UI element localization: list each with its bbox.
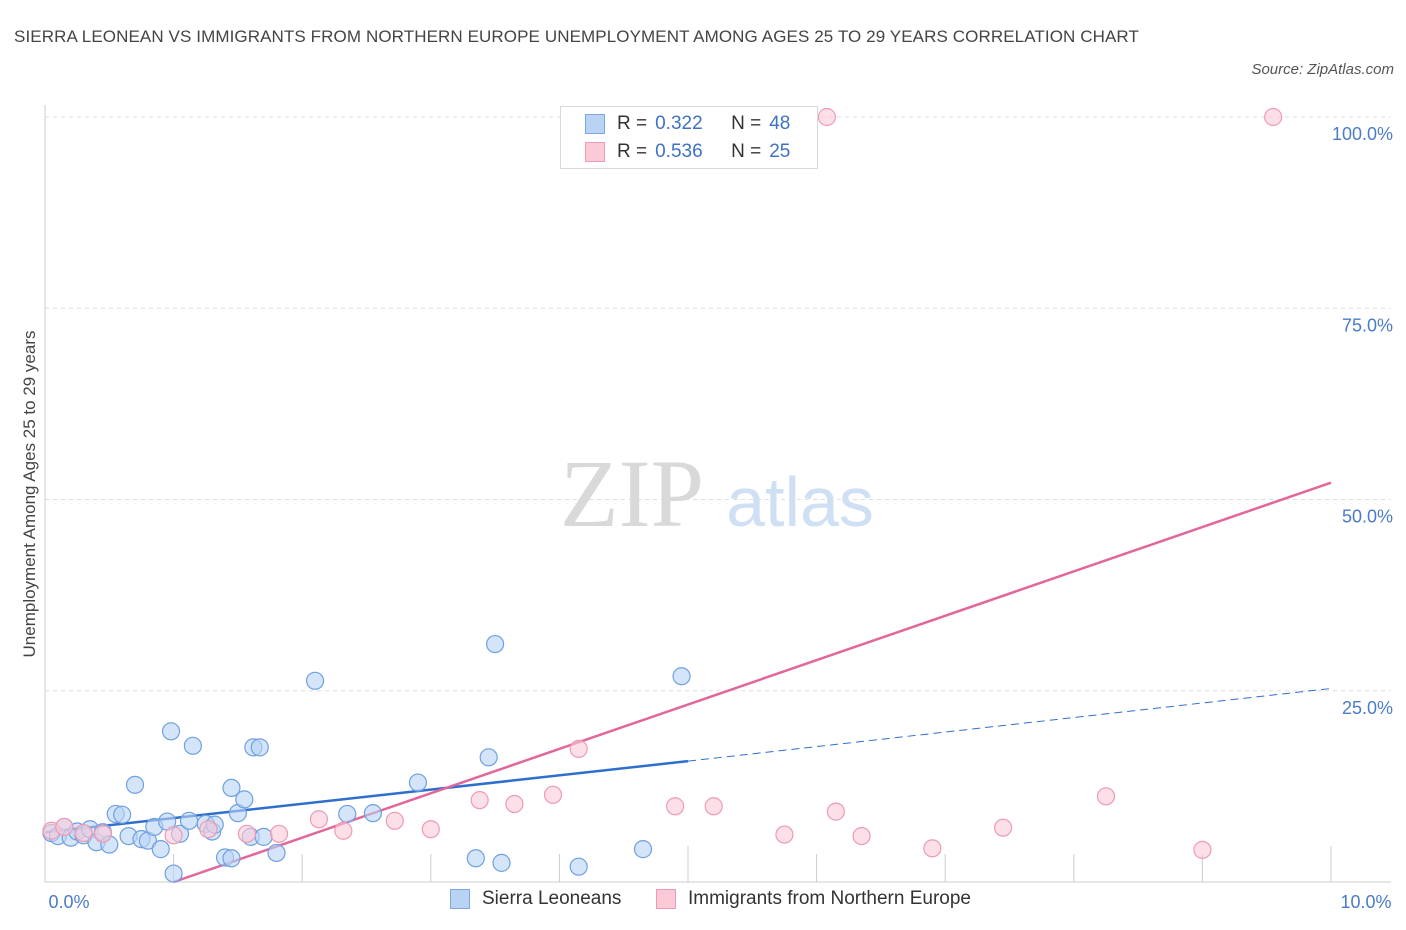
point-northern-europe <box>775 825 794 844</box>
tick-labels: 100.0% 75.0% 50.0% 25.0% 0.0% 10.0% <box>48 124 1393 912</box>
series-legend: Sierra Leoneans Immigrants from Northern… <box>0 888 1406 916</box>
point-sierra-leonean <box>125 775 145 794</box>
legend-n-label: N = <box>731 113 762 134</box>
legend-r-label: R = <box>617 141 648 162</box>
gridlines <box>45 116 1391 692</box>
point-northern-europe <box>385 811 404 830</box>
point-northern-europe <box>704 797 723 816</box>
point-sierra-leonean <box>338 804 357 824</box>
point-sierra-leonean <box>161 722 181 741</box>
point-sierra-leonean <box>466 849 485 868</box>
legend-row-northern-europe: R = 0.536 N = 25 <box>585 139 790 165</box>
axes <box>44 105 1391 883</box>
legend-n-label: N = <box>731 141 762 162</box>
data-points <box>42 107 1283 883</box>
point-northern-europe <box>309 810 329 829</box>
series-legend-label: Sierra Leoneans <box>482 888 622 909</box>
point-northern-europe <box>74 823 93 843</box>
y-tick-label: 25.0% <box>1342 698 1393 718</box>
trend-line-sierra-leoneans <box>44 759 689 834</box>
point-sierra-leonean <box>250 738 269 757</box>
point-northern-europe <box>164 826 183 845</box>
point-sierra-leonean <box>222 778 241 798</box>
series-swatch-pink <box>656 889 676 909</box>
point-northern-europe <box>826 802 845 821</box>
point-northern-europe <box>334 821 353 840</box>
point-sierra-leonean <box>672 667 691 686</box>
point-sierra-leonean <box>486 634 505 654</box>
point-sierra-leonean <box>235 790 254 809</box>
point-northern-europe <box>666 797 685 816</box>
legend-n-value: 48 <box>769 113 791 134</box>
point-sierra-leonean <box>305 671 325 690</box>
y-tick-label: 75.0% <box>1342 315 1393 335</box>
point-sierra-leonean <box>633 840 653 859</box>
legend-swatch-blue <box>585 114 605 134</box>
point-sierra-leonean <box>363 804 383 823</box>
point-sierra-leonean <box>113 805 132 824</box>
correlation-legend: R = 0.322 N = 48 R = 0.536 N = 25 <box>560 106 818 169</box>
point-northern-europe <box>1096 787 1116 806</box>
chart-title: SIERRA LEONEAN VS IMMIGRANTS FROM NORTHE… <box>14 27 1139 46</box>
point-northern-europe <box>421 820 440 839</box>
point-northern-europe <box>543 785 563 804</box>
y-tick-label: 50.0% <box>1342 507 1393 527</box>
point-sierra-leonean <box>183 736 202 755</box>
point-sierra-leonean <box>492 853 511 872</box>
chart-source: Source: ZipAtlas.com <box>1251 61 1394 78</box>
trend-line-sierra-leoneans-extension <box>687 687 1332 762</box>
watermark: ZIP atlas <box>560 440 874 547</box>
legend-n-value: 25 <box>769 141 791 162</box>
point-northern-europe <box>1193 840 1212 859</box>
point-northern-europe <box>269 824 289 843</box>
point-northern-europe <box>817 107 836 127</box>
x-tick-label: 10.0% <box>1340 892 1391 912</box>
legend-r-label: R = <box>617 113 648 134</box>
y-tick-label: 100.0% <box>1332 124 1393 144</box>
point-sierra-leonean <box>254 827 273 846</box>
y-axis-label: Unemployment Among Ages 25 to 29 years <box>20 331 39 658</box>
point-northern-europe <box>852 826 871 846</box>
point-sierra-leonean <box>569 857 588 876</box>
legend-r-value: 0.322 <box>655 113 703 134</box>
point-northern-europe <box>993 818 1013 837</box>
point-sierra-leonean <box>151 840 170 859</box>
point-northern-europe <box>1264 107 1283 127</box>
legend-row-sierra-leoneans: R = 0.322 N = 48 <box>585 111 790 137</box>
point-sierra-leonean <box>479 748 498 767</box>
point-northern-europe <box>237 824 257 843</box>
legend-r-value: 0.536 <box>655 141 703 162</box>
point-northern-europe <box>199 820 218 839</box>
series-swatch-blue <box>450 889 470 909</box>
legend-swatch-pink <box>585 142 605 162</box>
point-sierra-leonean <box>179 811 199 830</box>
point-northern-europe <box>505 794 524 814</box>
watermark-atlas: atlas <box>726 463 874 541</box>
point-northern-europe <box>55 817 74 837</box>
series-legend-northern-europe: Immigrants from Northern Europe <box>656 888 971 910</box>
series-legend-label: Immigrants from Northern Europe <box>688 888 971 909</box>
point-sierra-leonean <box>164 864 183 883</box>
point-northern-europe <box>470 791 489 810</box>
point-sierra-leonean <box>222 849 241 868</box>
point-northern-europe <box>93 824 112 843</box>
watermark-zip: ZIP <box>560 440 704 547</box>
point-northern-europe <box>569 739 588 758</box>
point-northern-europe <box>923 839 942 858</box>
series-legend-sierra-leoneans: Sierra Leoneans <box>450 888 621 910</box>
point-sierra-leonean <box>408 773 428 792</box>
point-sierra-leonean <box>267 843 286 863</box>
x-tick-label: 0.0% <box>48 892 89 912</box>
